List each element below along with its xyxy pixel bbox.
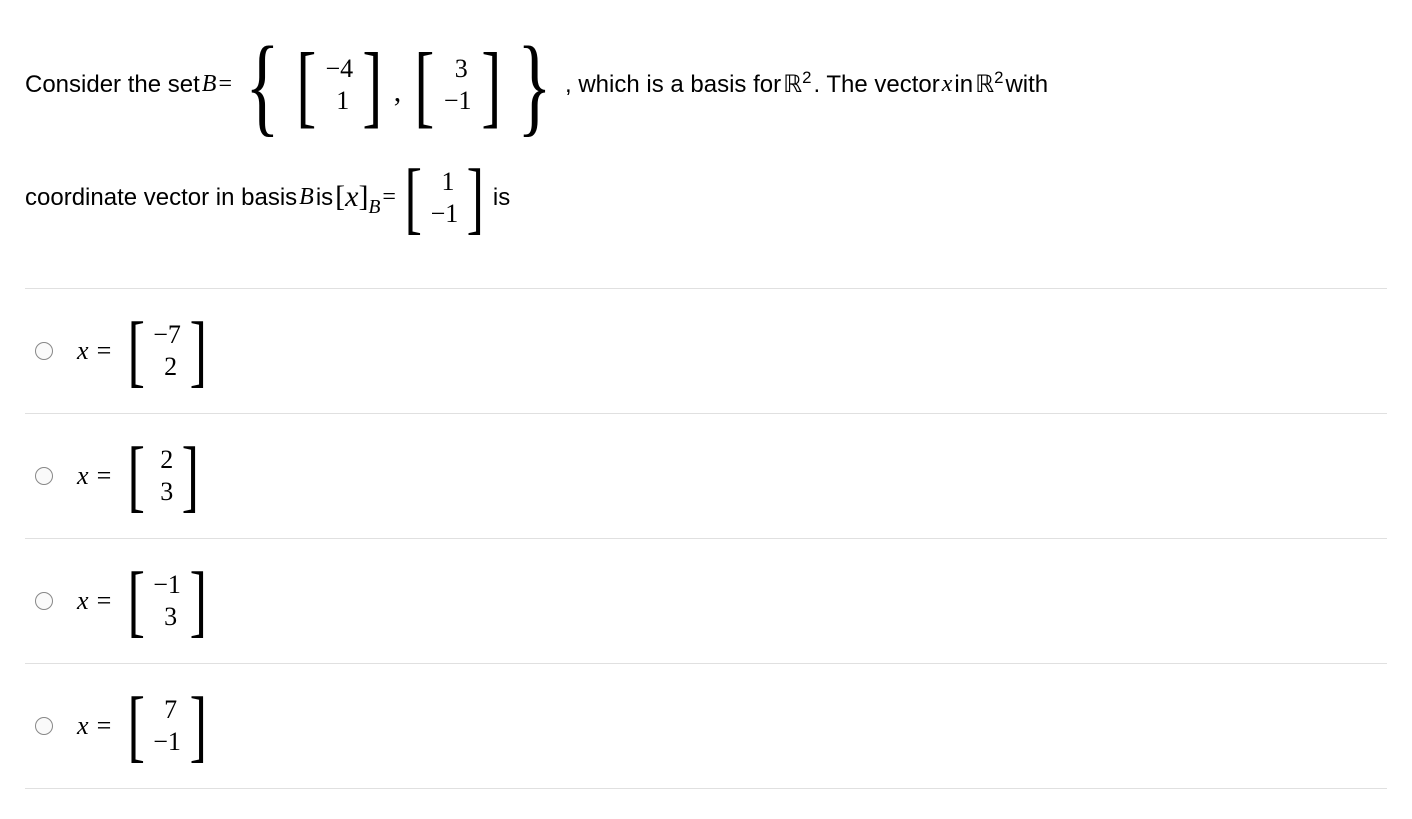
equals-sign: =: [218, 63, 232, 106]
option-content: x = [ −7 2 ]: [77, 311, 214, 391]
option-content: x = [ 2 3 ]: [77, 436, 206, 516]
option-1[interactable]: x = [ −7 2 ]: [25, 289, 1387, 414]
radio-unchecked-icon[interactable]: [35, 717, 53, 735]
bracket-open: [: [127, 686, 144, 766]
bracket-close: ]: [190, 686, 207, 766]
brace-close: }: [517, 30, 551, 140]
bracket-close: ]: [182, 436, 199, 516]
bracket-open: [: [127, 311, 144, 391]
radio-unchecked-icon[interactable]: [35, 342, 53, 360]
bracket-open: [: [127, 436, 144, 516]
question-text: is: [316, 176, 333, 219]
symbol-b: B: [202, 63, 217, 106]
option-content: x = [ −1 3 ]: [77, 561, 214, 641]
superscript-2: 2: [994, 68, 1003, 87]
bracket-open: [: [296, 39, 316, 131]
question-text: . The vector: [813, 63, 939, 106]
symbol-x: x: [345, 180, 358, 213]
question-text: , which is a basis for: [565, 63, 781, 106]
basis-vector-1: −4 1: [321, 53, 357, 118]
question-text: coordinate vector in basis: [25, 176, 297, 219]
comma: ,: [390, 51, 408, 119]
symbol-b: B: [299, 176, 314, 219]
question-text: Consider the set: [25, 63, 200, 106]
radio-unchecked-icon[interactable]: [35, 592, 53, 610]
option-content: x = [ 7 −1 ]: [77, 686, 214, 766]
bracket-open: [: [415, 39, 435, 131]
equals-sign: =: [382, 176, 396, 219]
option-2[interactable]: x = [ 2 3 ]: [25, 414, 1387, 539]
question-text: with: [1005, 63, 1048, 106]
bracket-close: ]: [362, 39, 382, 131]
basis-vector-2: 3 −1: [440, 53, 476, 118]
bracket-close: ]: [481, 39, 501, 131]
answer-options: x = [ −7 2 ] x = [ 2 3 ]: [25, 288, 1387, 789]
superscript-2: 2: [802, 68, 811, 87]
question-text: is: [493, 176, 510, 219]
coordinate-vector: [ 1 −1 ]: [400, 158, 489, 238]
subscript-b: B: [369, 197, 381, 218]
bracket-close: ]: [190, 311, 207, 391]
option-3[interactable]: x = [ −1 3 ]: [25, 539, 1387, 664]
option-4[interactable]: x = [ 7 −1 ]: [25, 664, 1387, 789]
brace-open: {: [245, 30, 279, 140]
bracket-close: ]: [359, 180, 369, 213]
bracket-close: ]: [190, 561, 207, 641]
basis-set: { [ −4 1 ] , [ 3 −1 ] }: [236, 30, 561, 140]
question-body: Consider the set B = { [ −4 1 ] , [ 3 −1…: [25, 30, 1387, 238]
bracket-open: [: [127, 561, 144, 641]
question-text: in: [954, 63, 973, 106]
symbol-r: ℝ: [783, 72, 802, 98]
bracket-open: [: [405, 158, 422, 238]
radio-unchecked-icon[interactable]: [35, 467, 53, 485]
bracket-open: [: [335, 180, 345, 213]
symbol-x: x: [942, 63, 953, 106]
bracket-close: ]: [467, 158, 484, 238]
symbol-r: ℝ: [975, 72, 994, 98]
